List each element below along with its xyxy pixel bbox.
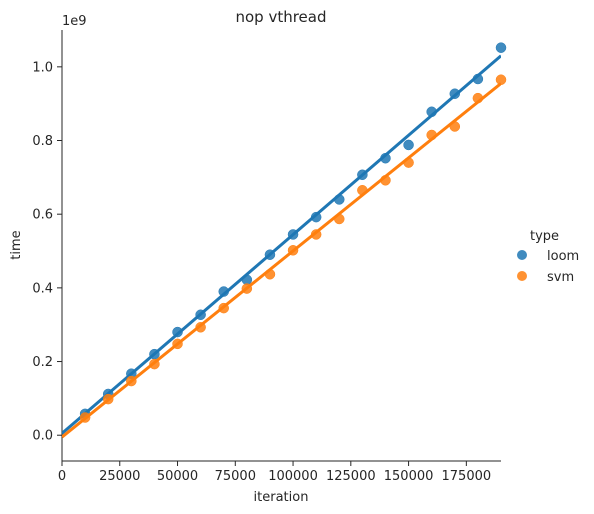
legend-marker-loom [517,250,527,260]
point-svm [172,338,183,350]
x-tick-label: 25000 [99,469,140,484]
point-loom [310,211,322,223]
point-svm [79,412,91,423]
point-loom [218,286,229,297]
legend: loom svm [517,249,579,285]
point-svm [357,184,368,196]
point-loom [357,169,368,181]
y-tick-label: 0.4 [32,281,53,296]
y-axis-label: time [9,230,24,259]
y-offset-text: 1e9 [62,14,87,29]
x-tick-label: 75000 [215,469,256,484]
point-svm [218,302,229,314]
x-tick-label: 50000 [157,469,198,484]
y-tick-label: 0.6 [32,208,53,223]
legend-label-loom: loom [547,249,579,264]
point-svm [195,322,206,333]
point-svm [495,74,507,85]
legend-title: type [530,229,559,244]
point-svm [334,213,345,225]
x-tick-label: 0 [58,469,66,484]
legend-label-svm: svm [547,270,574,285]
point-svm [472,92,484,104]
point-loom [149,348,160,360]
point-loom [264,249,276,260]
x-tick-label: 175000 [442,469,492,484]
point-loom [495,42,507,53]
point-loom [426,106,437,118]
point-svm [149,358,160,370]
point-loom [380,152,391,164]
y-tick-label: 0.0 [32,429,53,444]
point-loom [287,229,299,240]
point-loom [403,139,414,151]
x-tick-label: 150000 [384,469,434,484]
point-svm [449,121,461,132]
plot-area: 0 25000 50000 75000 100000 125000 150000 175000… [32,30,507,484]
point-loom [195,309,206,321]
point-svm [403,157,414,168]
x-axis-label: iteration [254,490,309,505]
point-svm [126,375,137,387]
point-loom [172,326,183,338]
point-loom [241,274,253,286]
point-loom [334,194,345,205]
legend-marker-svm [517,271,527,281]
y-tick-label: 1.0 [32,60,53,75]
x-tick-label: 125000 [326,469,376,484]
point-svm [380,175,391,186]
point-svm [241,283,253,294]
y-tick-label: 0.8 [32,134,53,149]
point-loom [472,73,484,85]
chart-title: nop vthread [235,8,326,26]
point-svm [310,229,322,240]
point-svm [264,268,276,280]
point-svm [287,245,299,256]
point-svm [426,129,437,141]
x-tick-label: 100000 [268,469,318,484]
point-svm [102,393,114,405]
point-loom [449,88,461,99]
y-tick-label: 0.2 [32,355,53,370]
